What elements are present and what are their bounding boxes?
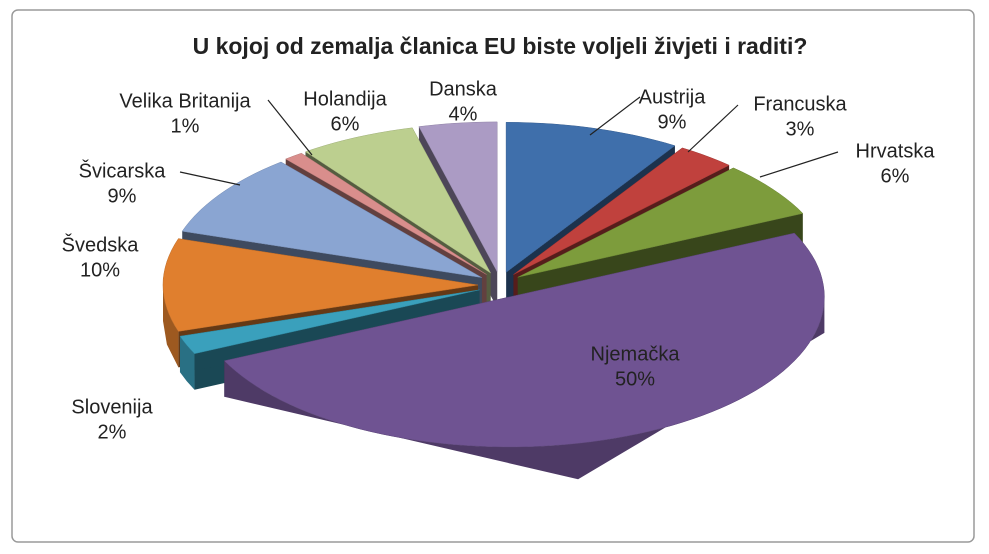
slice-label: Švedska	[62, 233, 140, 256]
value-label: 3%	[786, 118, 815, 140]
value-label: 2%	[98, 421, 127, 443]
slice-label: Slovenija	[71, 396, 153, 418]
slice-label: Švicarska	[79, 159, 167, 182]
slice-top	[517, 167, 804, 278]
value-label: 1%	[171, 115, 200, 137]
slice-top	[285, 152, 487, 275]
slice-label: Velika Britanija	[119, 90, 251, 112]
leader-line	[759, 151, 839, 178]
slice-label: Holandija	[303, 88, 387, 110]
leader-line	[687, 104, 739, 153]
value-label: 50%	[615, 368, 655, 390]
value-label: 6%	[881, 165, 910, 187]
slice-side	[179, 289, 480, 373]
value-label: 9%	[108, 185, 137, 207]
value-label: 10%	[80, 259, 120, 281]
value-label: 9%	[658, 111, 687, 133]
labels: Austrija 9% Francuska 3% Hrvatska 6% Njemačka 5…	[62, 78, 936, 443]
slice-label: Francuska	[753, 93, 847, 115]
slice-top	[505, 122, 676, 273]
slice-top	[223, 232, 825, 448]
slice-label: Austrija	[639, 86, 707, 108]
value-label: 4%	[449, 103, 478, 125]
slice-top	[513, 147, 730, 275]
slice-top	[304, 127, 491, 274]
slice-top	[181, 161, 482, 278]
leader-line	[267, 99, 313, 156]
leader-line	[589, 96, 641, 136]
slice-top	[162, 238, 479, 332]
slice-top	[418, 121, 498, 273]
pie	[162, 121, 825, 480]
slice-wall	[180, 336, 195, 390]
slice-top	[179, 289, 480, 354]
slice-wall	[163, 285, 179, 368]
slice	[223, 232, 825, 480]
slice-label: Danska	[429, 78, 498, 100]
slice-label: Hrvatska	[856, 140, 936, 162]
leader-line	[179, 171, 241, 186]
slice-label: Njemačka	[591, 343, 681, 365]
value-label: 6%	[331, 113, 360, 135]
chart-title: U kojoj od zemalja članica EU biste volj…	[193, 33, 808, 59]
